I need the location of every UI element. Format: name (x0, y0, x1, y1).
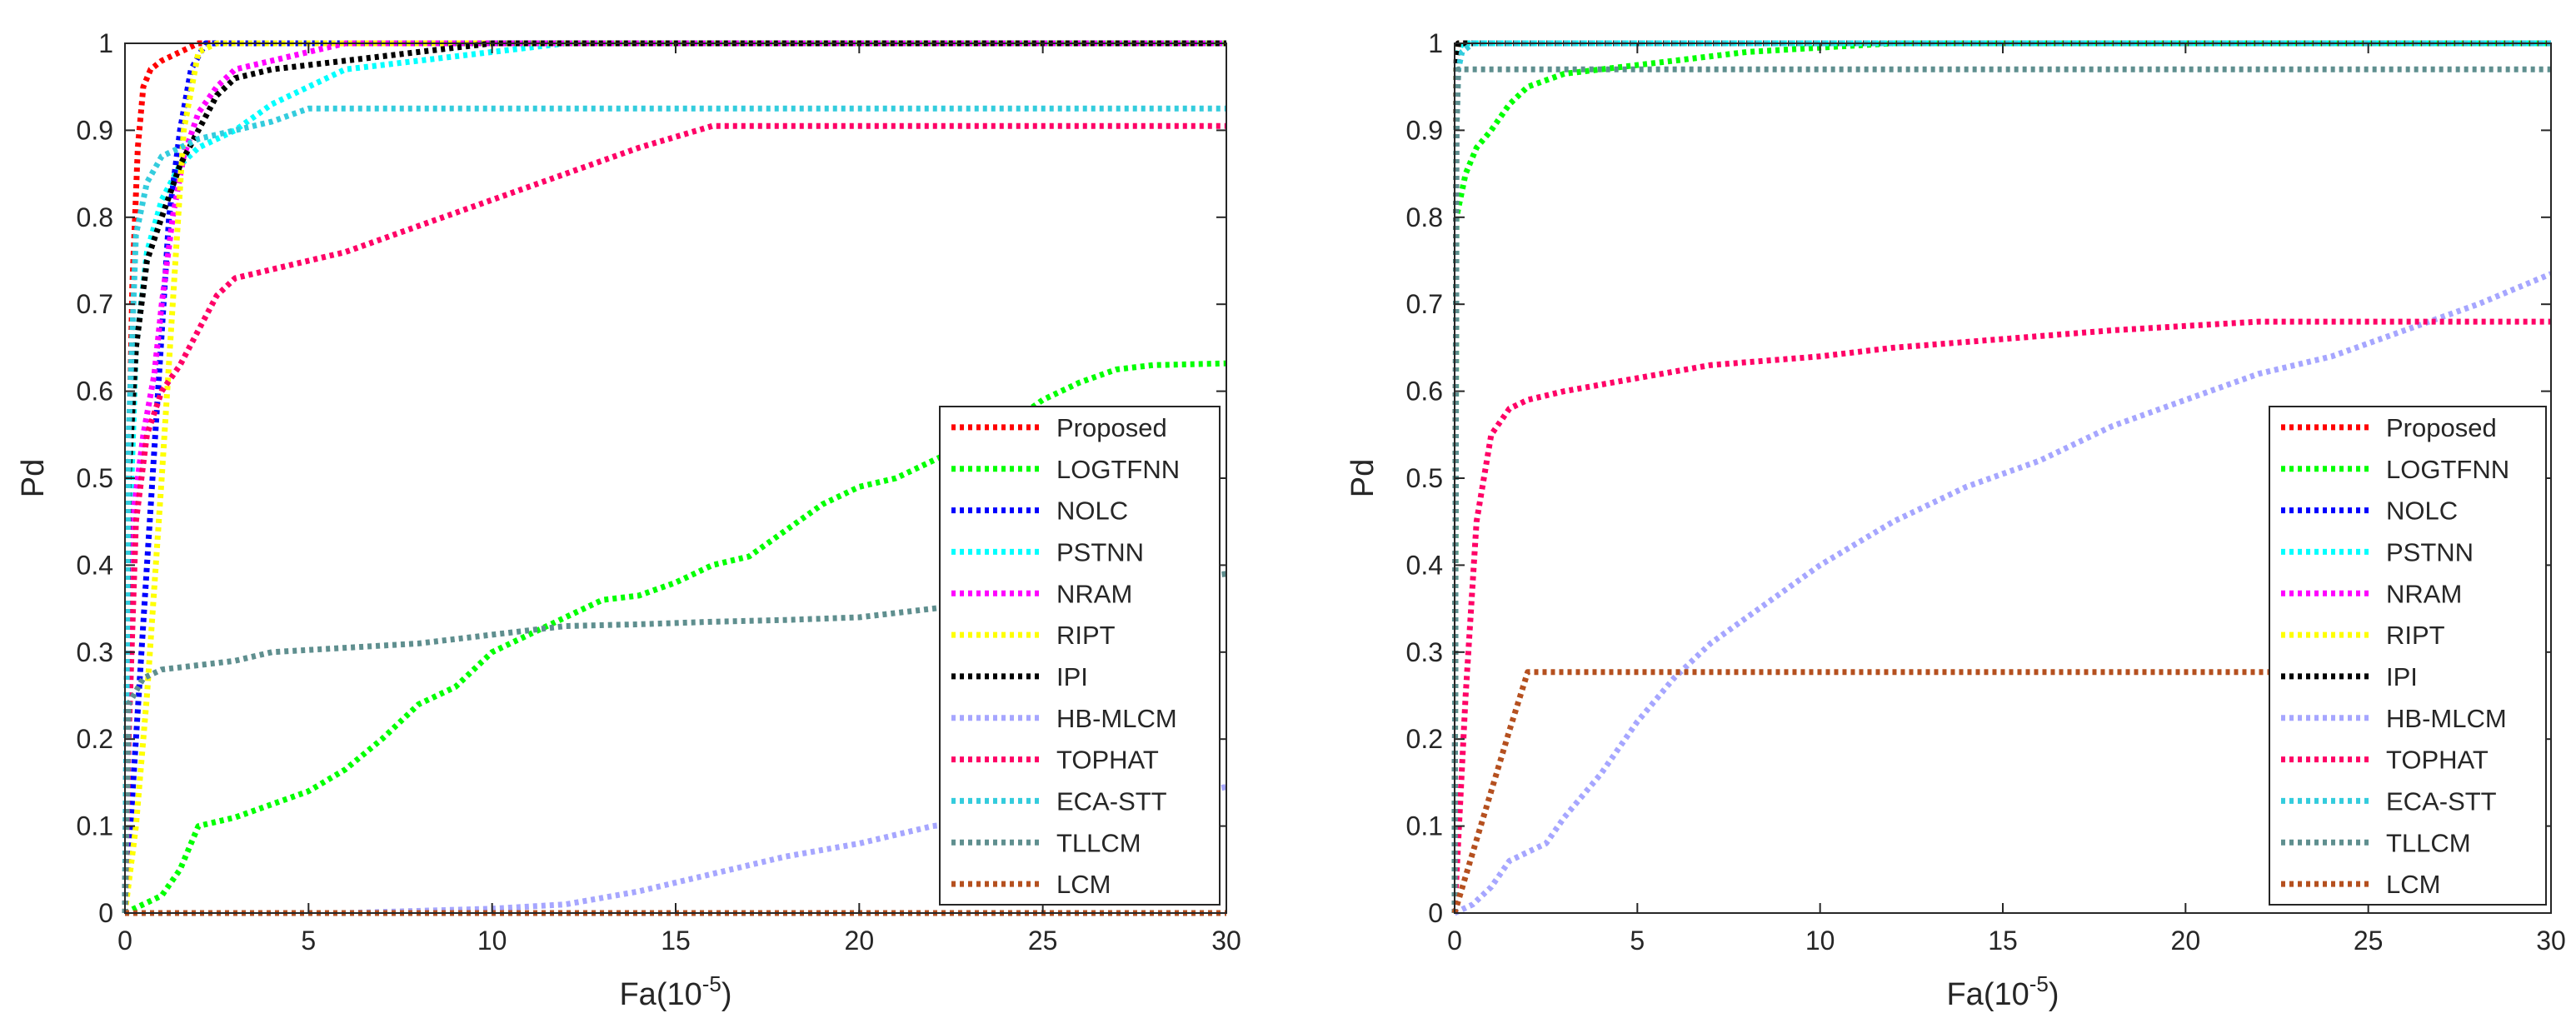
y-axis-label: Pd (16, 459, 51, 497)
legend-label-pstnn: PSTNN (1056, 537, 1144, 566)
x-tick-label: 5 (301, 926, 316, 956)
legend-label-hb-mlcm: HB-MLCM (1056, 704, 1177, 733)
legend-label-eca-stt: ECA-STT (1056, 786, 1167, 816)
x-tick-label: 0 (117, 926, 132, 956)
y-tick-label: 0.4 (1406, 550, 1443, 580)
x-tick-label: 30 (1211, 926, 1241, 956)
legend-label-eca-stt: ECA-STT (2386, 786, 2497, 816)
y-tick-label: 0.6 (77, 377, 113, 407)
legend-label-hb-mlcm: HB-MLCM (2386, 704, 2507, 733)
series-line-ipi (122, 40, 1226, 914)
legend-box (2269, 406, 2547, 906)
legend-label-pstnn: PSTNN (2386, 537, 2474, 566)
series-line-lcm (1451, 669, 2551, 915)
legend-label-proposed: Proposed (1056, 413, 1167, 442)
y-tick-label: 0.1 (1406, 811, 1443, 841)
legend-label-proposed: Proposed (2386, 413, 2497, 442)
legend-label-nram: NRAM (1056, 579, 1132, 608)
y-tick-label: 1 (98, 28, 113, 58)
x-tick-label: 0 (1447, 926, 1462, 956)
series-line-eca-stt (122, 105, 1226, 914)
x-tick-label: 30 (2536, 926, 2566, 956)
x-tick-label: 15 (661, 926, 691, 956)
chart-panel-1: 0 5 10 15 20 25 30 0 0.1 0.2 0.3 0.4 0.5 0.6 0.7 0.8 0.9… (16, 28, 1241, 1012)
legend-label-lcm: LCM (2386, 870, 2440, 899)
y-tick-label: 0.3 (77, 637, 113, 667)
y-tick-label: 0.9 (77, 115, 113, 145)
x-axis-label-exponent: -5 (702, 971, 721, 996)
y-tick-label: 0.1 (77, 811, 113, 841)
y-tick-label: 0.5 (1406, 463, 1443, 493)
series-line-ript (122, 40, 1226, 914)
legend-label-lcm: LCM (1056, 870, 1111, 899)
series-line-tophat (1451, 318, 2551, 914)
x-tick-label: 20 (2171, 926, 2201, 956)
legend-label-logtfnn: LOGTFNN (1056, 455, 1180, 484)
legend-box (939, 406, 1221, 906)
y-axis-label: Pd (1345, 459, 1380, 497)
y-tick-label: 0.8 (77, 202, 113, 232)
series-line-hb-mlcm (1453, 271, 2553, 916)
y-tick-label: 0 (1428, 898, 1443, 928)
legend-label-tllcm: TLLCM (2386, 828, 2471, 857)
x-tick-label: 10 (477, 926, 507, 956)
x-tick-label: 10 (1805, 926, 1835, 956)
x-tick-label: 5 (1630, 926, 1645, 956)
y-tick-label: 0.2 (1406, 724, 1443, 754)
legend-label-ipi: IPI (1056, 662, 1088, 691)
x-tick-label: 20 (845, 926, 875, 956)
legend-label-nolc: NOLC (1056, 497, 1128, 526)
series-line-logtfnn (1451, 40, 2551, 914)
x-tick-label: 25 (2354, 926, 2384, 956)
y-tick-label: 0.5 (77, 463, 113, 493)
legend-label-tophat: TOPHAT (1056, 746, 1159, 775)
x-tick-label: 15 (1988, 926, 2018, 956)
y-tick-label: 0 (98, 898, 113, 928)
y-tick-label: 0.9 (1406, 115, 1443, 145)
x-axis-label: Fa(10-5) (619, 971, 731, 1012)
legend-label-logtfnn: LOGTFNN (2386, 455, 2509, 484)
y-tick-label: 0.7 (77, 289, 113, 319)
y-tick-label: 0.8 (1406, 202, 1443, 232)
x-axis-label: Fa(10-5) (1946, 971, 2059, 1012)
series-line-proposed (122, 40, 1226, 914)
legend-label-ript: RIPT (2386, 621, 2445, 650)
chart-panel-2: 0 5 10 15 20 25 30 0 0.1 0.2 0.3 0.4 0.5 0.6 0.7 0.8 0.9… (1345, 28, 2566, 1012)
y-tick-label: 0.7 (1406, 289, 1443, 319)
legend-label-ipi: IPI (2386, 662, 2418, 691)
legend-label-tllcm: TLLCM (1056, 828, 1141, 857)
legend-label-ript: RIPT (1056, 621, 1116, 650)
legend-label-nram: NRAM (2386, 579, 2462, 608)
y-tick-label: 0.3 (1406, 637, 1443, 667)
y-tick-label: 0.4 (77, 550, 113, 580)
legend: Proposed LOGTFNN NOLC PSTNN NRAM RIPT IPI HB-ML… (2269, 406, 2547, 906)
y-tick-label: 0.6 (1406, 377, 1443, 407)
x-axis-label-exponent: -5 (2029, 971, 2049, 996)
series-line-tophat (122, 122, 1226, 914)
x-tick-label: 25 (1028, 926, 1058, 956)
legend: Proposed LOGTFNN NOLC PSTNN NRAM RIPT IPI HB-ML… (939, 406, 1221, 906)
y-tick-label: 0.2 (77, 724, 113, 754)
legend-label-tophat: TOPHAT (2386, 746, 2489, 775)
legend-label-nolc: NOLC (2386, 497, 2458, 526)
y-tick-label: 1 (1428, 28, 1443, 58)
